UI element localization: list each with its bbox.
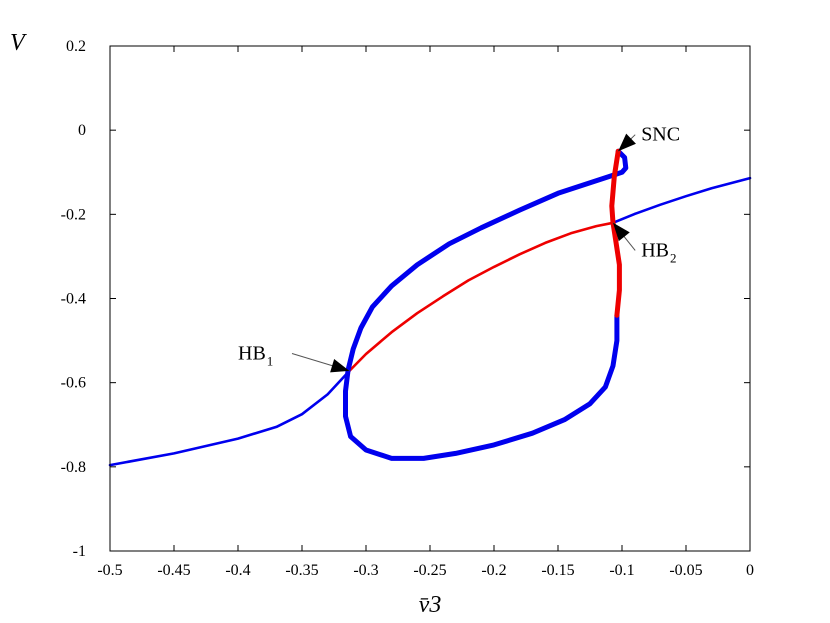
x-tick-label: -0.4 (225, 562, 250, 579)
x-tick-label: -0.1 (609, 562, 634, 579)
x-axis-label: v̄3 (419, 592, 442, 618)
annotation-subscript: 1 (267, 354, 274, 369)
y-tick-label: -0.4 (61, 291, 86, 308)
y-tick-label: -1 (73, 543, 86, 560)
annotation-arrowhead (618, 133, 636, 152)
x-tick-label: -0.2 (481, 562, 506, 579)
y-tick-label: -0.8 (61, 459, 86, 476)
annotation-subscript: 2 (670, 250, 677, 265)
series-line-2 (348, 221, 615, 373)
axis-ticks: -0.5 -0.45 -0.4 -0.35 -0.3 -0.25 -0.2 -0.15 -0.1… (61, 38, 754, 579)
x-tick-label: 0 (746, 562, 754, 579)
x-tick-label: -0.05 (669, 562, 702, 579)
series-line-3 (611, 176, 752, 225)
x-tick-label: -0.35 (285, 562, 318, 579)
series-line-4 (343, 148, 629, 461)
x-tick-label: -0.25 (413, 562, 446, 579)
x-tick-label: -0.15 (541, 562, 574, 579)
plot-frame (109, 45, 751, 552)
annotation-label: HB (238, 343, 266, 365)
annotation-arrowhead (330, 358, 350, 373)
y-axis-label: V (10, 30, 27, 56)
series-line-1 (108, 369, 351, 467)
series-line-5 (609, 148, 622, 318)
plot-lines (108, 148, 752, 467)
y-tick-label: 0.2 (66, 38, 86, 55)
x-tick-label: -0.3 (353, 562, 378, 579)
x-tick-label: -0.5 (97, 562, 122, 579)
x-tick-label: -0.45 (157, 562, 190, 579)
y-tick-label: 0 (78, 122, 86, 139)
annotation-label: SNC (641, 124, 680, 146)
annotation-label: HB (641, 239, 669, 261)
y-tick-label: -0.2 (61, 206, 86, 223)
y-tick-label: -0.6 (61, 375, 86, 392)
annotation-arrowhead (613, 222, 630, 242)
